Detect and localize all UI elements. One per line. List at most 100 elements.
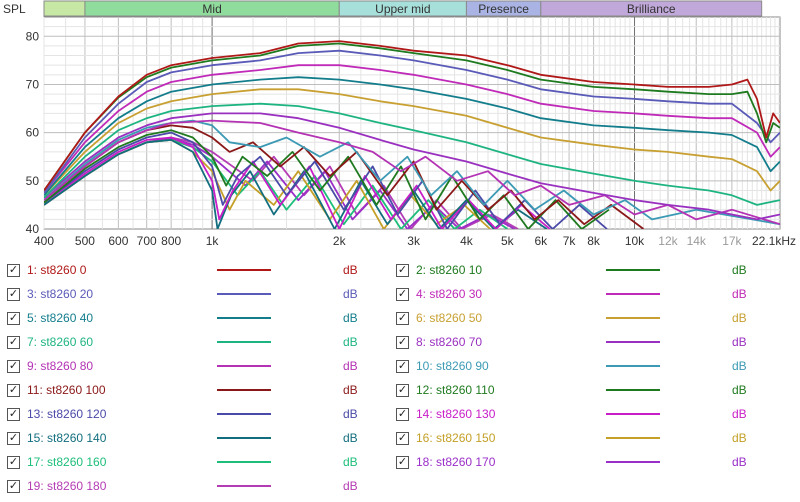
x-tick-label: 6k: [534, 234, 548, 248]
series-unit: dB: [343, 479, 358, 493]
series-label: 17: st8260 160: [27, 455, 107, 469]
legend-item[interactable]: ✓ 1: st8260 0 dB: [7, 262, 397, 280]
series-swatch: [606, 413, 660, 415]
series-checkbox[interactable]: ✓: [7, 408, 20, 421]
legend-item[interactable]: ✓ 6: st8260 50 dB: [396, 310, 786, 328]
band-label: Presence: [478, 2, 529, 16]
series-label: 1: st8260 0: [27, 263, 87, 277]
series-checkbox[interactable]: ✓: [7, 384, 20, 397]
series-swatch: [606, 365, 660, 367]
legend-item[interactable]: ✓ 5: st8260 40 dB: [7, 310, 397, 328]
series-swatch: [217, 365, 271, 367]
series-unit: dB: [732, 383, 747, 397]
series-line-11: [44, 124, 645, 229]
legend-item[interactable]: ✓ 4: st8260 30 dB: [396, 286, 786, 304]
x-tick-label: 600: [108, 234, 128, 248]
legend-item[interactable]: ✓ 3: st8260 20 dB: [7, 286, 397, 304]
series-line-13: [44, 131, 608, 229]
x-tick-label: 800: [161, 234, 181, 248]
legend-item[interactable]: ✓ 10: st8260 90 dB: [396, 358, 786, 376]
series-unit: dB: [343, 383, 358, 397]
series-checkbox[interactable]: ✓: [7, 480, 20, 493]
series-checkbox[interactable]: ✓: [7, 264, 20, 277]
series-label: 2: st8260 10: [416, 263, 483, 277]
legend-item[interactable]: ✓ 9: st8260 80 dB: [7, 358, 397, 376]
legend-item[interactable]: ✓ 12: st8260 110 dB: [396, 382, 786, 400]
x-tick-label: 7k: [563, 234, 577, 248]
series-unit: dB: [732, 263, 747, 277]
series-label: 3: st8260 20: [27, 287, 94, 301]
x-tick-label: 5k: [501, 234, 515, 248]
series-swatch: [217, 317, 271, 319]
x-tick-label: 14k: [687, 234, 707, 248]
legend-item[interactable]: ✓ 11: st8260 100 dB: [7, 382, 397, 400]
legend-item[interactable]: ✓ 13: st8260 120 dB: [7, 406, 397, 424]
series-line-3: [44, 49, 780, 194]
legend-item[interactable]: ✓ 17: st8260 160 dB: [7, 454, 397, 472]
series-unit: dB: [732, 431, 747, 445]
legend-item[interactable]: ✓ 18: st8260 170 dB: [396, 454, 786, 472]
series-label: 12: st8260 110: [416, 383, 495, 397]
legend-item[interactable]: ✓ 14: st8260 130 dB: [396, 406, 786, 424]
series-checkbox[interactable]: ✓: [7, 360, 20, 373]
series-line-5: [44, 76, 780, 196]
series-line-15: [44, 139, 548, 229]
series-swatch: [606, 269, 660, 271]
series-label: 5: st8260 40: [27, 311, 94, 325]
series-swatch: [217, 413, 271, 415]
series-line-6: [44, 88, 780, 196]
x-tick-label: 10k: [625, 234, 645, 248]
series-swatch: [217, 437, 271, 439]
series-swatch: [217, 389, 271, 391]
series-label: 15: st8260 140: [27, 431, 107, 445]
series-checkbox[interactable]: ✓: [396, 432, 409, 445]
series-checkbox[interactable]: ✓: [396, 336, 409, 349]
series-checkbox[interactable]: ✓: [396, 264, 409, 277]
series-line-4: [44, 64, 780, 194]
legend-item[interactable]: ✓ 8: st8260 70 dB: [396, 334, 786, 352]
series-label: 4: st8260 30: [416, 287, 483, 301]
series-unit: dB: [732, 359, 747, 373]
series-line-9: [44, 119, 780, 226]
x-tick-label: 17k: [722, 234, 742, 248]
x-tick-label: 22.1kHz: [752, 234, 796, 248]
series-label: 14: st8260 130: [416, 407, 496, 421]
y-tick-label: 80: [26, 29, 40, 43]
series-checkbox[interactable]: ✓: [7, 336, 20, 349]
series-checkbox[interactable]: ✓: [7, 456, 20, 469]
series-line-1: [44, 40, 780, 192]
series-label: 6: st8260 50: [416, 311, 483, 325]
band-label: Upper mid: [375, 2, 430, 16]
series-checkbox[interactable]: ✓: [396, 312, 409, 325]
y-tick-label: 70: [26, 77, 40, 91]
legend-item[interactable]: ✓ 19: st8260 180 dB: [7, 478, 397, 496]
series-unit: dB: [343, 455, 358, 469]
series-label: 18: st8260 170: [416, 455, 496, 469]
series-unit: dB: [732, 311, 747, 325]
series-line-7: [44, 102, 780, 206]
series-unit: dB: [732, 287, 747, 301]
series-checkbox[interactable]: ✓: [396, 360, 409, 373]
legend-item[interactable]: ✓ 2: st8260 10 dB: [396, 262, 786, 280]
series-label: 7: st8260 60: [27, 335, 94, 349]
series-swatch: [606, 437, 660, 439]
series-unit: dB: [732, 335, 747, 349]
series-checkbox[interactable]: ✓: [396, 288, 409, 301]
series-label: 10: st8260 90: [416, 359, 489, 373]
frequency-response-chart: Mid Upper mid Presence Brilliance SPL 40 50 60 7…: [3, 0, 796, 248]
frequency-band: [43, 0, 86, 17]
series-unit: dB: [343, 287, 358, 301]
series-checkbox[interactable]: ✓: [396, 456, 409, 469]
series-checkbox[interactable]: ✓: [7, 432, 20, 445]
series-swatch: [606, 293, 660, 295]
series-unit: dB: [343, 335, 358, 349]
series-checkbox[interactable]: ✓: [396, 384, 409, 397]
series-label: 9: st8260 80: [27, 359, 94, 373]
series-checkbox[interactable]: ✓: [7, 312, 20, 325]
series-checkbox[interactable]: ✓: [7, 288, 20, 301]
series-checkbox[interactable]: ✓: [396, 408, 409, 421]
legend-item[interactable]: ✓ 15: st8260 140 dB: [7, 430, 397, 448]
legend-item[interactable]: ✓ 16: st8260 150 dB: [396, 430, 786, 448]
legend-item[interactable]: ✓ 7: st8260 60 dB: [7, 334, 397, 352]
series-swatch: [606, 317, 660, 319]
